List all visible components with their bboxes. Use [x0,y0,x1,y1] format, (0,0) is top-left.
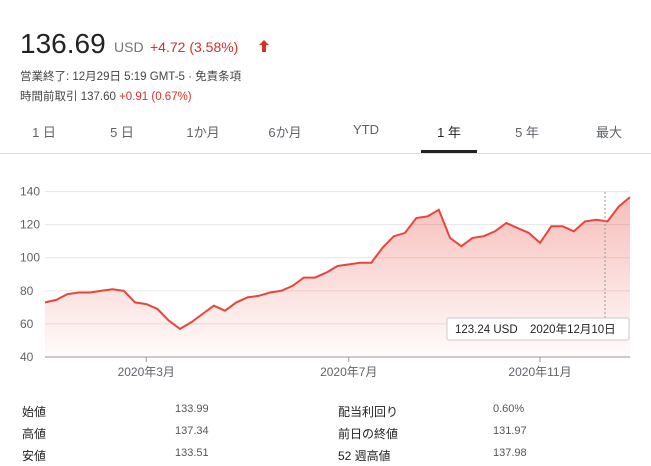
y-tick-label: 40 [20,350,34,364]
status: 営業終了: 12月29日 5:19 GMT-5 · 免責条項 [20,71,242,83]
up-arrow [259,40,269,52]
stat-value: 137.34 [175,425,209,437]
tooltip-date: 2020年12月10日 [530,322,616,336]
y-tick-label: 80 [20,284,34,298]
x-tick-label: 2020年7月 [320,365,377,379]
tooltip-value: 123.24 USD [455,324,518,336]
tab[interactable]: 6か月 [268,125,302,140]
x-tick-label: 2020年3月 [118,365,175,379]
stat-label: 52 週高値 [338,449,391,463]
premarket-label: 時間前取引 137.60 [20,91,116,103]
change: +4.72 (3.58%) [150,39,239,55]
tab[interactable]: 5 年 [515,125,539,140]
stat-label: 高値 [22,427,47,441]
separator [0,153,651,154]
price: 136.69 [20,28,106,59]
stat-label: 配当利回り [338,405,399,419]
stat-value: 131.97 [493,425,527,437]
stat-value: 133.99 [175,403,209,415]
tab[interactable]: 1 日 [32,125,56,140]
premarket: 時間前取引 137.60 +0.91 (0.67%) [20,88,192,104]
y-tick-label: 100 [20,251,40,265]
y-tick-label: 60 [20,317,34,331]
stat-label: 前日の終値 [338,427,399,441]
stat-value: 133.51 [175,447,209,459]
tab[interactable]: 1 年 [437,125,461,140]
tab[interactable]: 最大 [595,125,623,140]
price-line [44,196,631,331]
stat-label: 始値 [22,405,47,419]
tab[interactable]: 5 日 [110,125,134,140]
chart: 40 60 80 100 120 140 2020年3月 2020年7月 2020年11月 123… [20,185,631,379]
tooltip-box [446,317,630,341]
currency: USD [114,39,144,55]
tab[interactable]: 1か月 [186,125,220,140]
active-underline [421,150,477,153]
stat-label: 安値 [22,449,47,463]
x-tick-label: 2020年11月 [508,365,571,379]
stat-value: 137.98 [493,447,527,459]
y-tick-label: 140 [20,185,40,199]
stat-value: 0.60% [493,403,525,415]
premarket-change: +0.91 (0.67%) [119,91,192,103]
y-tick-label: 120 [20,218,40,232]
tab[interactable]: YTD [353,122,379,137]
